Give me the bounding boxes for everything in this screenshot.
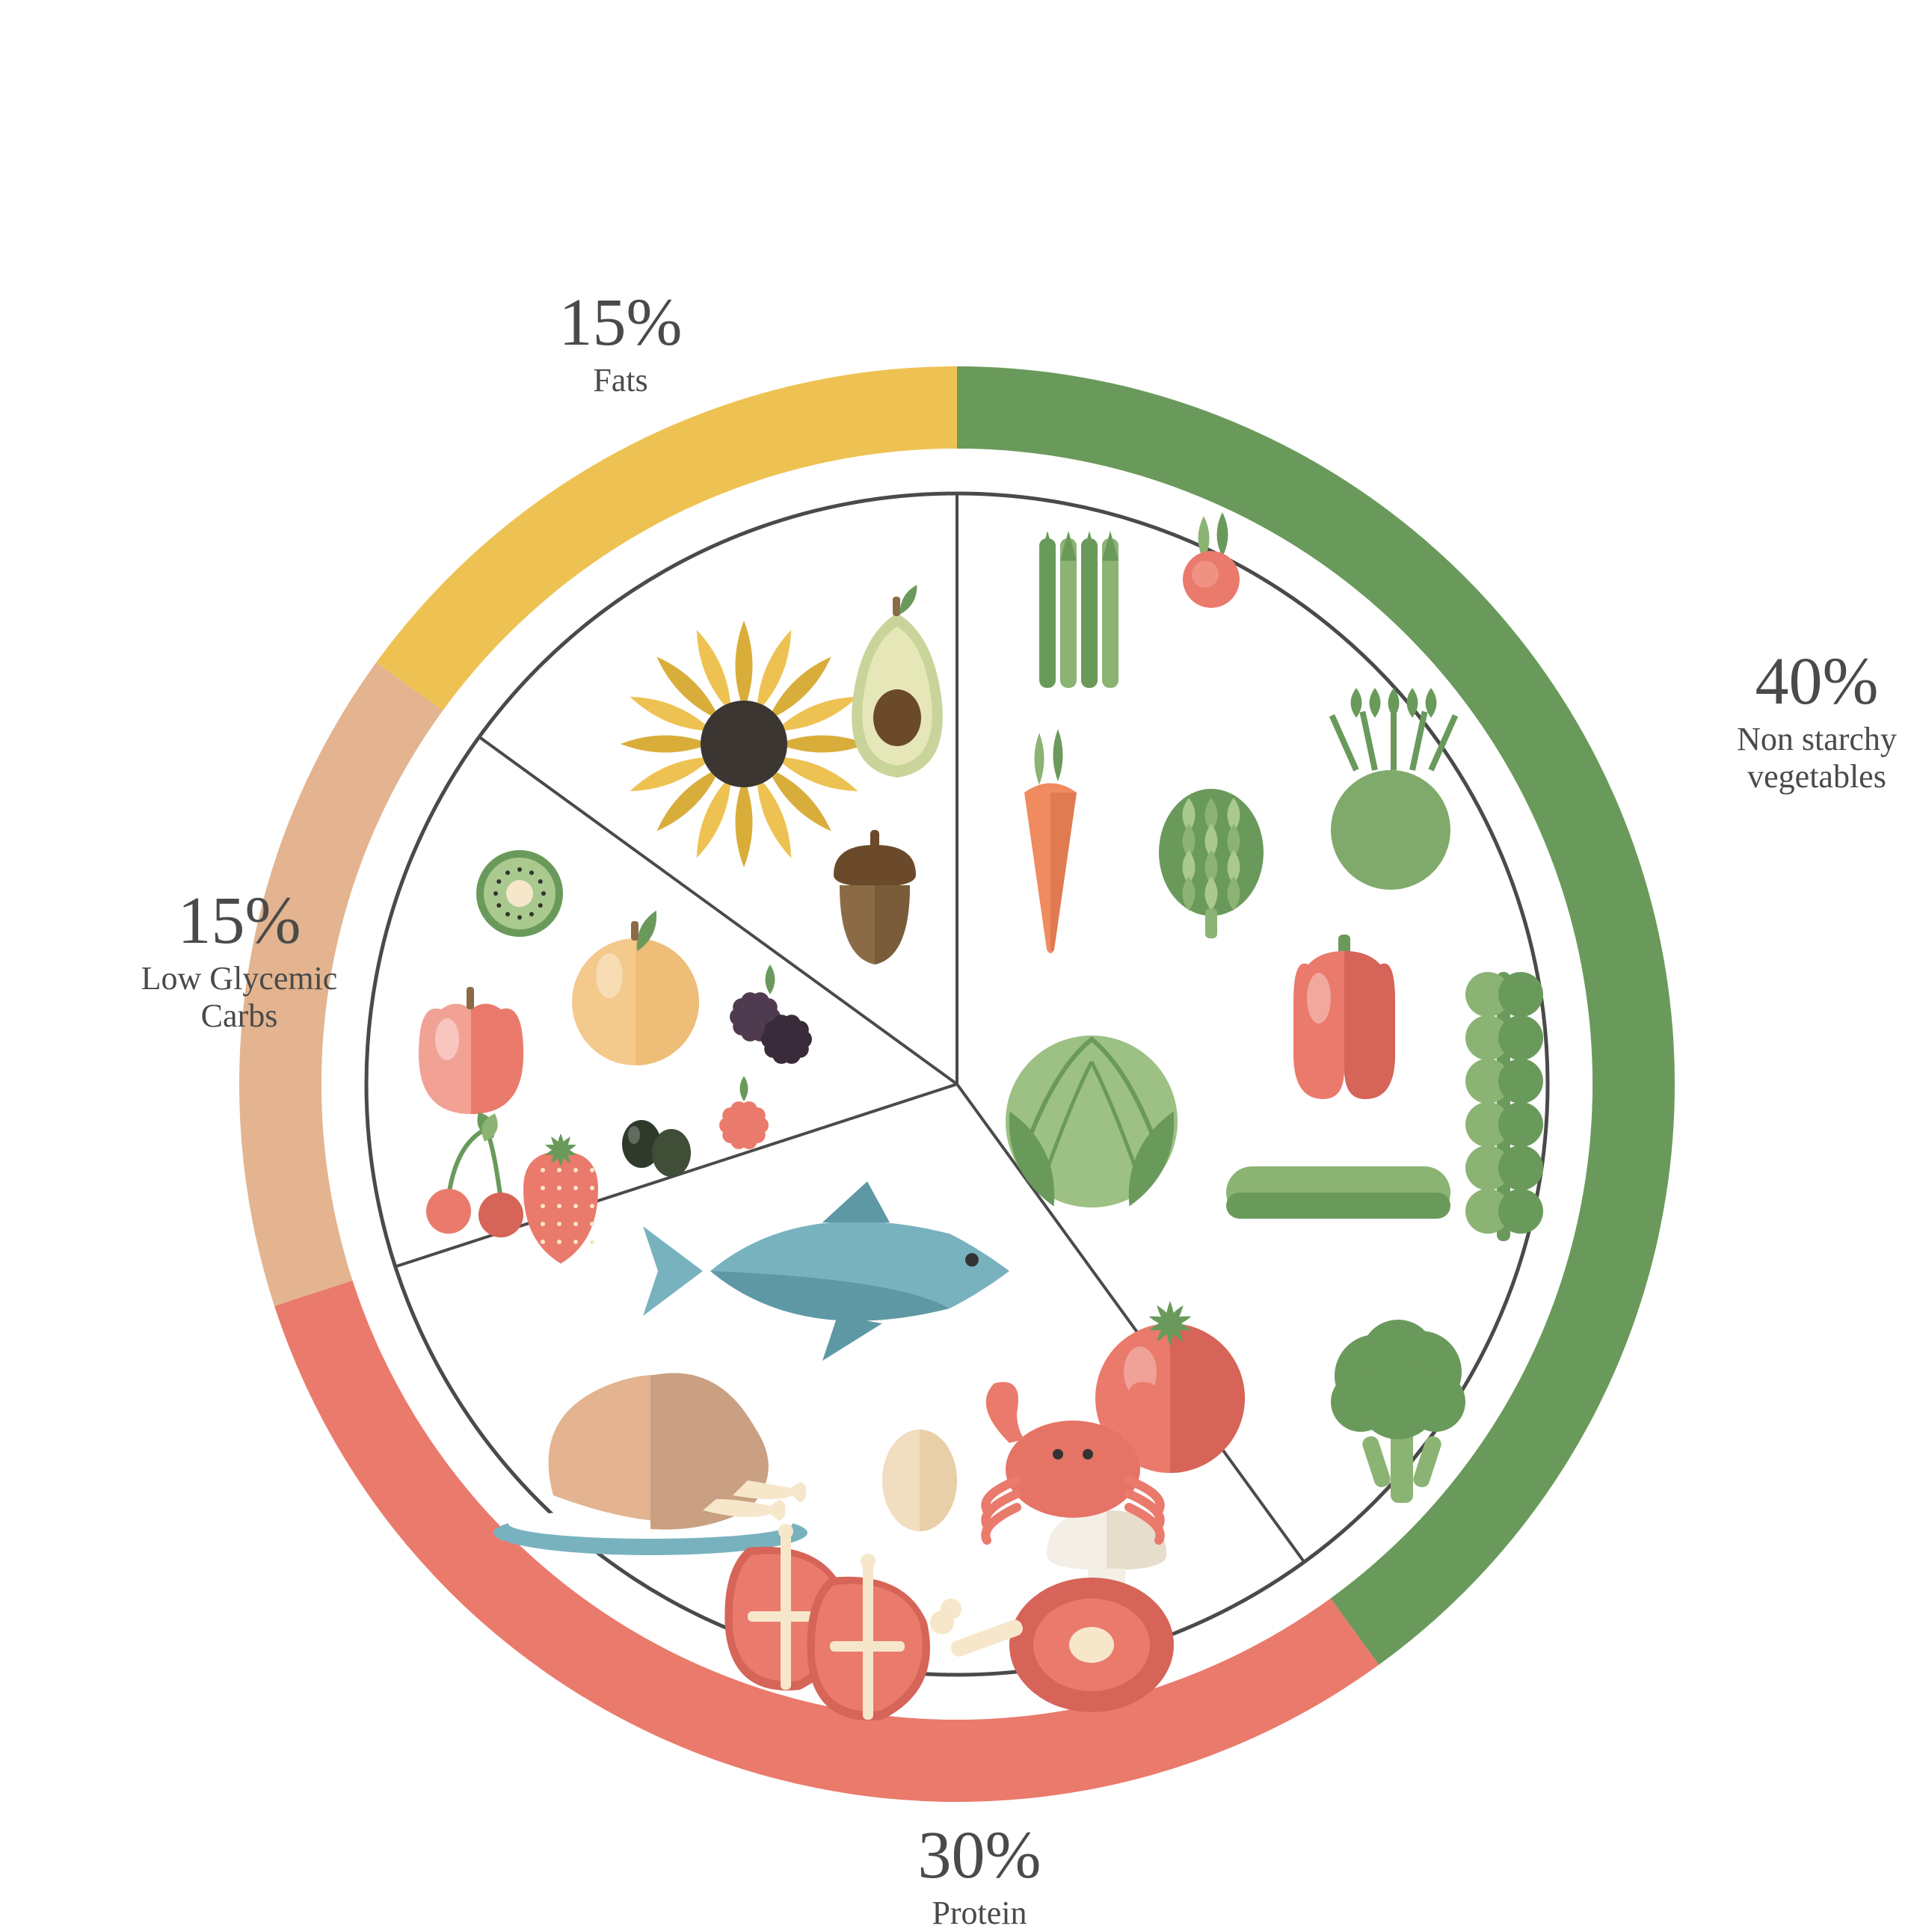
label-carbs-pct: 15%	[97, 882, 381, 960]
kiwi-icon	[476, 850, 563, 937]
infographic-stage: PALEO DIET 40% Non starchyvegetables 30%…	[0, 0, 1914, 1914]
label-veg-txt: Non starchyvegetables	[1660, 721, 1914, 796]
egg-icon	[882, 1430, 957, 1531]
label-fats-pct: 15%	[501, 284, 740, 362]
label-fats: 15% Fats	[501, 284, 740, 399]
label-fats-txt: Fats	[501, 362, 740, 400]
label-protein-txt: Protein	[822, 1895, 1136, 1932]
brussels-icon	[1465, 972, 1543, 1241]
cucumber-icon	[1226, 1166, 1450, 1219]
label-veg-pct: 40%	[1660, 643, 1914, 721]
label-protein-pct: 30%	[822, 1817, 1136, 1895]
label-veg: 40% Non starchyvegetables	[1660, 643, 1914, 796]
sunflower-icon	[621, 621, 867, 867]
label-protein: 30% Protein	[822, 1817, 1136, 1932]
label-carbs-txt: Low GlycemicCarbs	[97, 960, 381, 1036]
label-carbs: 15% Low GlycemicCarbs	[97, 882, 381, 1036]
